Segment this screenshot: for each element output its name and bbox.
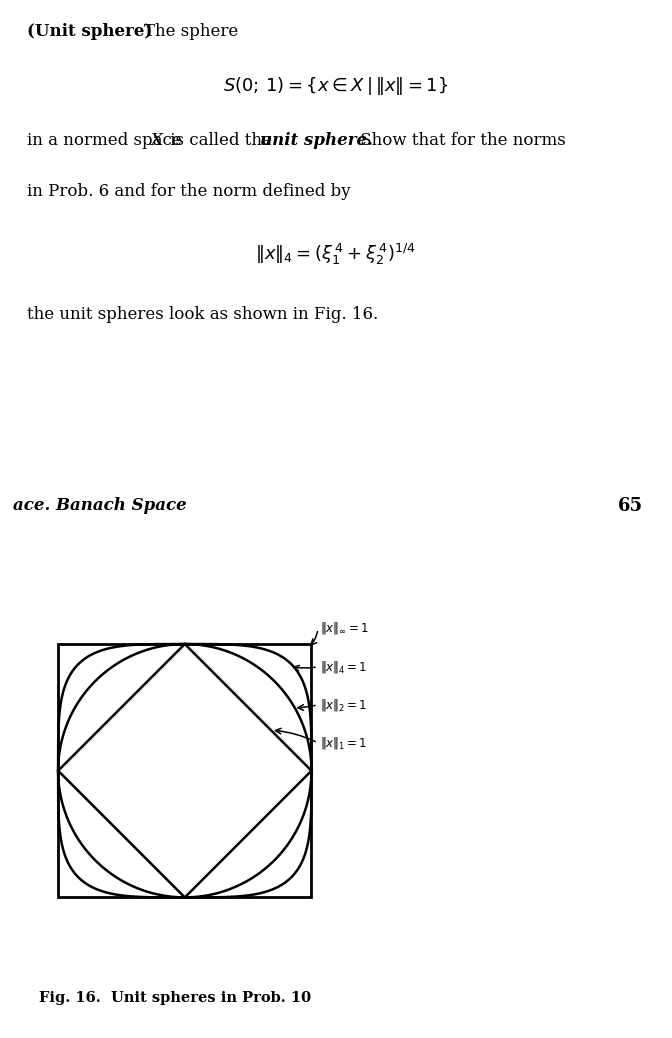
Text: $S(0;\,1)=\{x\in X\,|\,\|x\|=1\}$: $S(0;\,1)=\{x\in X\,|\,\|x\|=1\}$ (223, 76, 449, 98)
Text: unit sphere.: unit sphere. (260, 133, 373, 149)
Text: is called the: is called the (165, 133, 277, 149)
Text: The sphere: The sphere (144, 23, 239, 39)
Text: 65: 65 (618, 496, 643, 515)
Text: Show that for the norms: Show that for the norms (355, 133, 566, 149)
Text: $\|x\|_2=1$: $\|x\|_2=1$ (321, 696, 368, 713)
Text: $\|x\|_4=(\xi_1^{\,4}+\xi_2^{\,4})^{1/4}$: $\|x\|_4=(\xi_1^{\,4}+\xi_2^{\,4})^{1/4}… (255, 242, 417, 267)
Text: ace. Banach Space: ace. Banach Space (13, 496, 187, 514)
Text: Fig. 16.  Unit spheres in Prob. 10: Fig. 16. Unit spheres in Prob. 10 (39, 991, 310, 1005)
Text: $\|x\|_1=1$: $\|x\|_1=1$ (321, 735, 368, 750)
Text: X: X (150, 133, 162, 149)
Text: (Unit sphere): (Unit sphere) (27, 23, 152, 39)
Text: $\|x\|_\infty=1$: $\|x\|_\infty=1$ (321, 620, 369, 635)
Text: in a normed space: in a normed space (27, 133, 187, 149)
Text: $\|x\|_4=1$: $\|x\|_4=1$ (321, 659, 368, 675)
Text: the unit spheres look as shown in Fig. 16.: the unit spheres look as shown in Fig. 1… (27, 306, 378, 323)
Text: in Prob. 6 and for the norm defined by: in Prob. 6 and for the norm defined by (27, 183, 351, 199)
